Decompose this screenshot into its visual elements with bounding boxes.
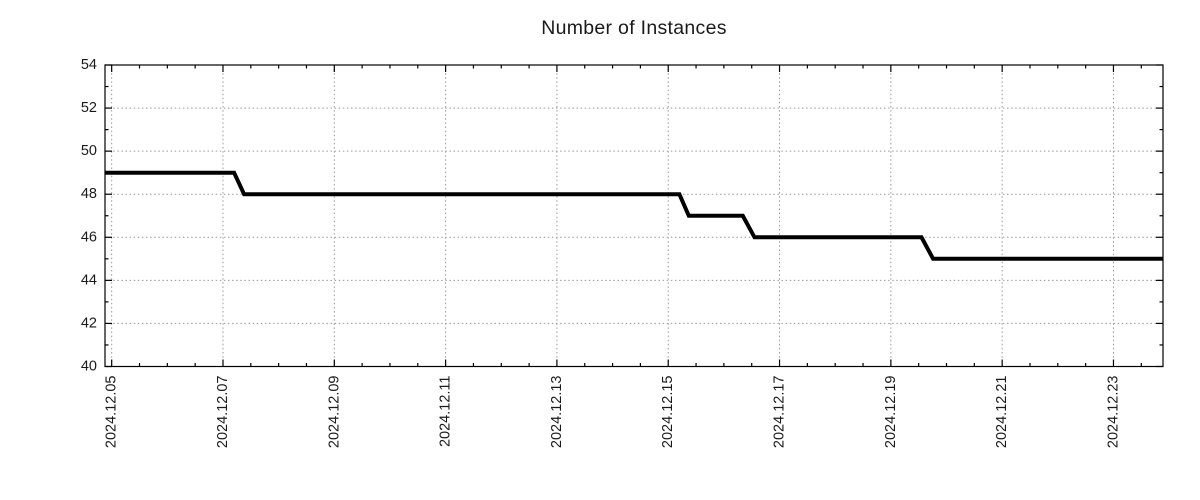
series-line: [105, 170, 1163, 261]
y-tick-label: 46: [81, 229, 97, 245]
x-tick-label: 2024.12.17: [772, 376, 788, 449]
y-tick-label: 52: [81, 100, 97, 116]
x-tick-label: 2024.12.23: [1105, 376, 1121, 449]
y-tick-label: 50: [81, 143, 97, 159]
x-tick-label: 2024.12.13: [549, 376, 565, 449]
y-tick-label: 44: [81, 272, 97, 288]
x-tick-label: 2024.12.05: [104, 376, 120, 449]
chart-title: Number of Instances: [541, 17, 727, 39]
x-tick-label: 2024.12.19: [883, 376, 899, 449]
y-tick-label: 54: [81, 57, 97, 73]
y-tick-label: 42: [81, 315, 97, 331]
x-tick-label: 2024.12.07: [215, 376, 231, 449]
x-tick-label: 2024.12.11: [438, 376, 454, 448]
x-tick-label: 2024.12.15: [660, 376, 676, 449]
x-tick-label: 2024.12.09: [326, 376, 342, 449]
y-tick-label: 40: [81, 359, 97, 375]
plot-border: [104, 64, 1164, 368]
x-tick-label: 2024.12.21: [994, 375, 1010, 448]
y-tick-label: 48: [81, 186, 97, 202]
